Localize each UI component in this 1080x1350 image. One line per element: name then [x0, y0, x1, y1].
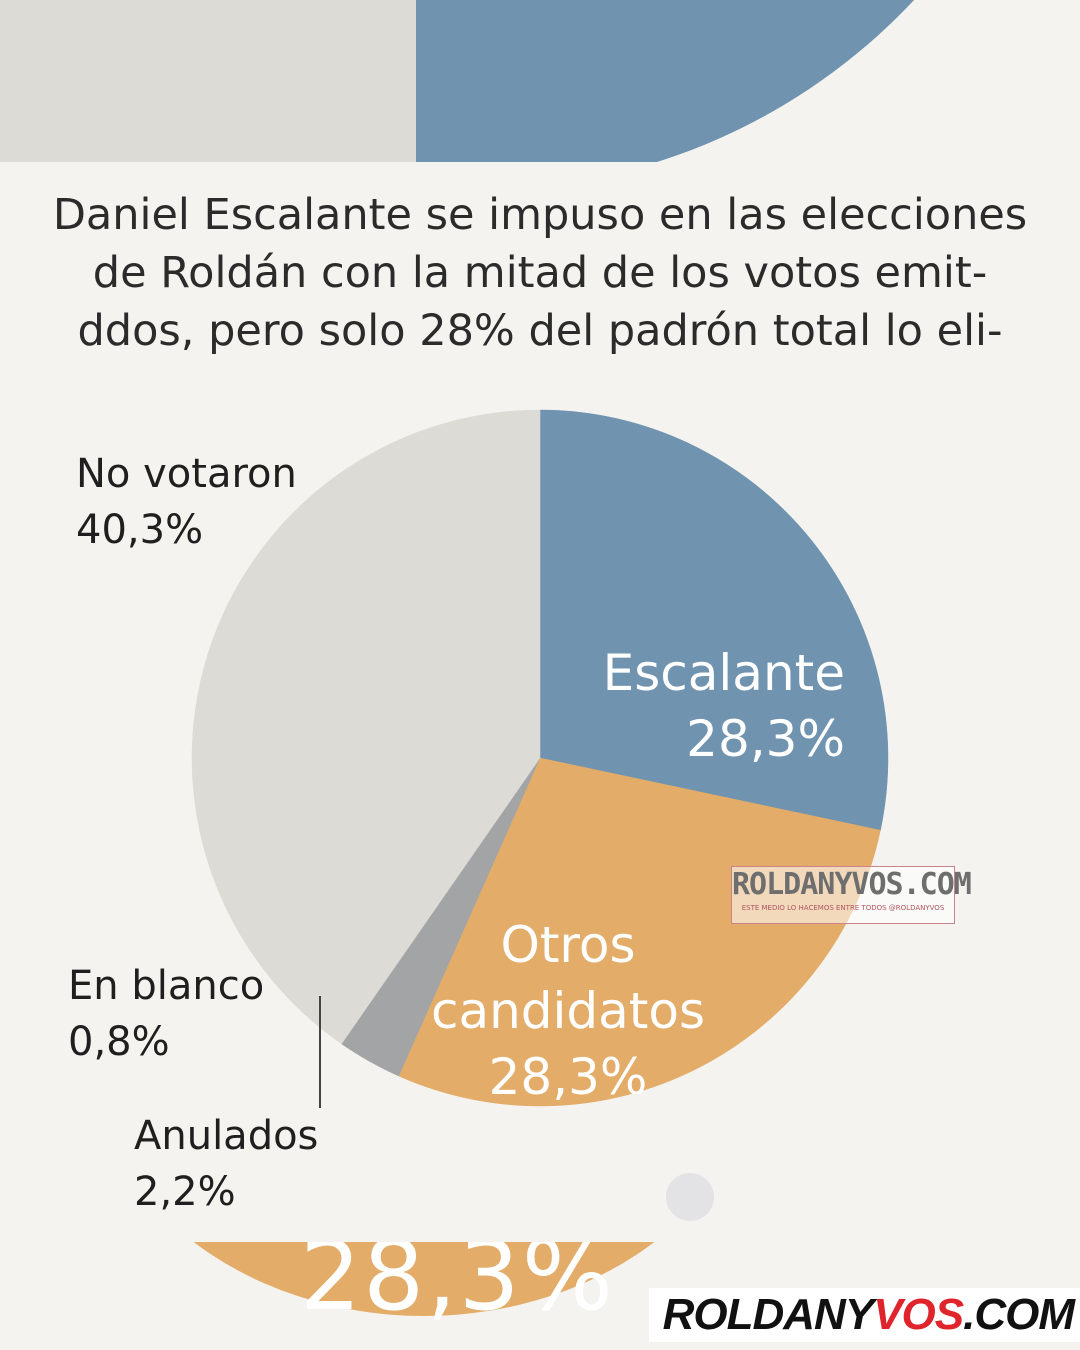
label-no-votaron: No votaron 40,3%: [76, 446, 297, 558]
brand-prefix: ROLDANY: [662, 1290, 875, 1339]
headline-line-2: de Roldán con la mitad de los votos emit…: [92, 248, 988, 298]
background-blue-arc: [416, 0, 1080, 162]
label-anulados: Anulados 2,2%: [134, 1108, 318, 1220]
pie-slice-no-votaron: [191, 409, 541, 1045]
pie-label-escalante-name: Escalante: [603, 644, 845, 702]
headline: Daniel Escalante se impuso en las elecci…: [40, 186, 1040, 360]
headline-line-3: ddos, pero solo 28% del padrón total lo …: [77, 306, 1003, 356]
brand-suffix: .COM: [963, 1290, 1075, 1339]
watermark-name: ROLDANYVOS.COM: [732, 867, 972, 902]
background-value-fragment: 28,3%: [300, 1242, 615, 1332]
brand-logo: ROLDANYVOS.COM: [648, 1288, 1080, 1342]
label-no-votaron-value: 40,3%: [76, 507, 204, 553]
pie-label-otros-candidatos-name: Otros: [500, 916, 635, 974]
label-en-blanco: En blanco 0,8%: [68, 958, 264, 1070]
headline-line-1: Daniel Escalante se impuso en las elecci…: [52, 190, 1028, 240]
decorative-dot: [666, 1173, 714, 1221]
pie-slice-escalante: [539, 409, 889, 831]
label-en-blanco-name: En blanco: [68, 963, 265, 1009]
background-top-fragment: [0, 0, 1080, 162]
pie-label-otros-candidatos-value: 28,3%: [489, 1048, 648, 1106]
pie-label-escalante-value: 28,3%: [686, 710, 845, 768]
label-anulados-value: 2,2%: [134, 1169, 236, 1215]
label-anulados-name: Anulados: [134, 1113, 319, 1159]
label-en-blanco-value: 0,8%: [68, 1019, 170, 1065]
label-no-votaron-name: No votaron: [76, 451, 297, 497]
brand-accent: VOS: [873, 1290, 964, 1339]
background-gray-block: [0, 0, 416, 162]
watermark-stamp: ROLDANYVOS.COM ESTE MEDIO LO HACEMOS ENT…: [731, 866, 972, 924]
watermark-tagline: ESTE MEDIO LO HACEMOS ENTRE TODOS @ROLDA…: [741, 904, 945, 912]
pie-label-otros-candidatos-name: candidatos: [431, 982, 705, 1040]
background-bottom-fragment: 28,3%: [0, 1242, 1080, 1350]
